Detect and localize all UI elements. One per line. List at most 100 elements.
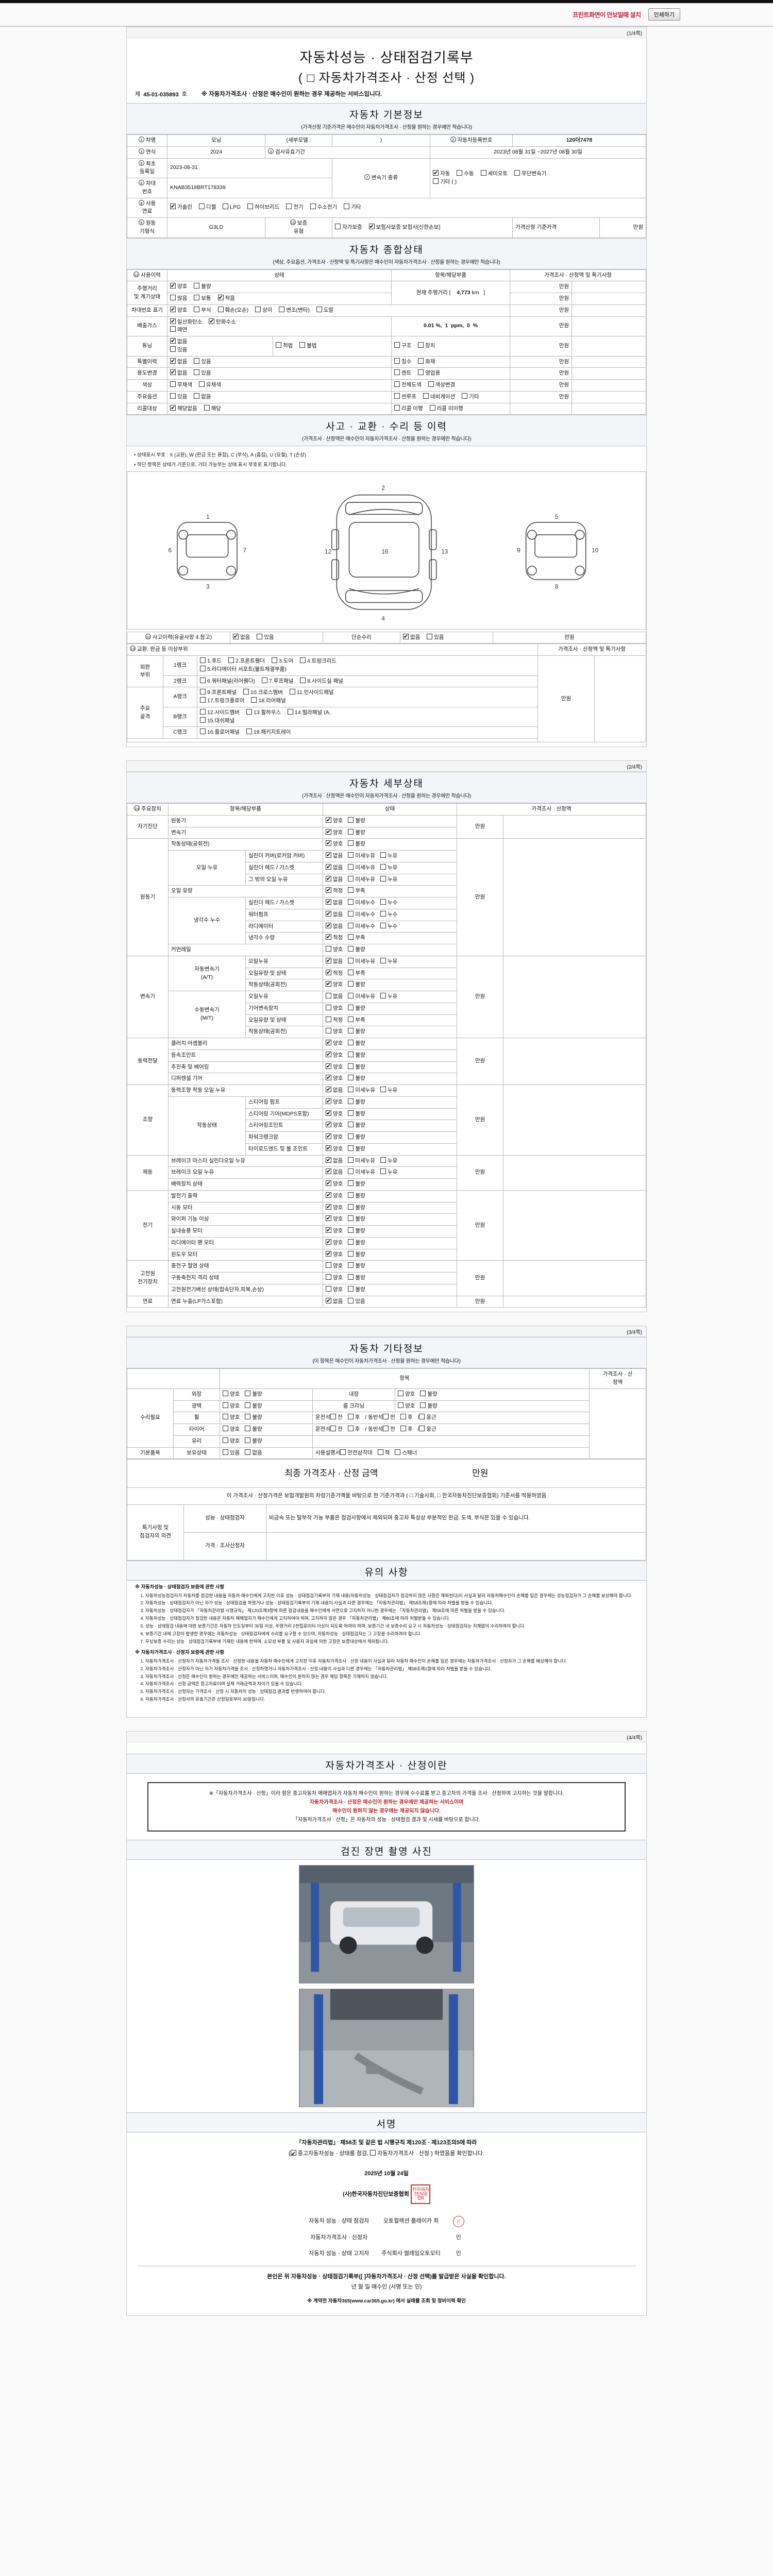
steergear-bad[interactable]: 불량 [348, 1110, 365, 1118]
tuning-structure[interactable]: 구조 [394, 342, 411, 350]
rank1-trunk-lid[interactable]: 4.트렁크리드 [299, 657, 337, 666]
tire-pa-r[interactable]: 후 [400, 1426, 413, 1434]
steergear-good[interactable]: 양호 [326, 1109, 343, 1118]
clutch-bad[interactable]: 불량 [348, 1040, 365, 1048]
booster-good[interactable]: 양호 [326, 1179, 343, 1189]
option-sunroof[interactable]: 썬루프 [394, 393, 416, 401]
idle-bad[interactable]: 불량 [348, 840, 365, 849]
fuelleak-exists[interactable]: 있음 [348, 1297, 365, 1306]
ps-minor[interactable]: 미세누유 [348, 1087, 375, 1095]
fuel-opt-hydrogen[interactable]: 수소전기 [310, 204, 337, 212]
fuel-opt-lpg[interactable]: LPG [223, 204, 241, 212]
recall-not-done[interactable]: 리콜 미이행 [429, 404, 463, 413]
trans-opt-semiauto[interactable]: 세미오토 [480, 170, 508, 178]
coolantlevel-low[interactable]: 부족 [348, 934, 365, 942]
trans-opt-other[interactable]: 기타 ( ) [433, 178, 457, 187]
alt-bad[interactable]: 불량 [348, 1192, 365, 1200]
option-navi[interactable]: 네비게이션 [423, 393, 455, 401]
tuning-illegal-opt[interactable]: 불법 [299, 342, 317, 350]
vin-erased[interactable]: 도말 [316, 306, 333, 315]
commonrail-good[interactable]: 양호 [326, 946, 343, 954]
vin-different[interactable]: 상이 [255, 306, 272, 315]
mt-leak-leak[interactable]: 누유 [380, 993, 397, 1001]
rocker-minor[interactable]: 미세누유 [348, 852, 375, 860]
mt-level-ok[interactable]: 적정 [326, 1016, 343, 1025]
wheel-good[interactable]: 양호 [223, 1414, 240, 1422]
diff-bad[interactable]: 불량 [348, 1075, 365, 1083]
wheel-dr-r[interactable]: 후 [347, 1414, 360, 1422]
steerpump-good[interactable]: 양호 [326, 1097, 343, 1107]
wheel-bad[interactable]: 불량 [245, 1414, 262, 1422]
vin-damage[interactable]: 훼손(오손) [217, 306, 248, 315]
radiator-minor[interactable]: 미세누수 [348, 922, 375, 931]
window-good[interactable]: 양호 [326, 1250, 343, 1259]
rankA-crossmember[interactable]: 10.크로스멤버 [243, 689, 283, 697]
emission-hc[interactable]: 탄화수소 [209, 317, 236, 327]
color-changed[interactable]: 색상변경 [428, 381, 455, 389]
oillevel-low[interactable]: 부족 [348, 887, 365, 895]
tuning-none[interactable]: 없음 [170, 337, 187, 346]
at-idle-good[interactable]: 양호 [326, 980, 343, 989]
accident-exists[interactable]: 있음 [257, 633, 274, 642]
rankC-floor[interactable]: 16.플로어패널 [200, 728, 240, 737]
option-exists[interactable]: 있음 [170, 393, 187, 401]
mt-gear-good[interactable]: 양호 [326, 1004, 343, 1013]
rank1-door[interactable]: 3.도어 [271, 657, 293, 666]
commonrail-bad[interactable]: 불량 [348, 946, 365, 954]
fan-bad[interactable]: 불량 [348, 1239, 365, 1247]
blower-good[interactable]: 양호 [326, 1226, 343, 1235]
clean-good[interactable]: 양호 [398, 1402, 415, 1411]
hvwire-bad[interactable]: 불량 [348, 1285, 365, 1294]
ps-none[interactable]: 없음 [326, 1086, 343, 1095]
tire-good[interactable]: 양호 [223, 1426, 240, 1434]
brakeoil-leak[interactable]: 누유 [380, 1168, 397, 1177]
brakeoil-minor[interactable]: 미세누유 [348, 1168, 375, 1177]
fuel-opt-ev[interactable]: 전기 [286, 204, 304, 212]
trans-opt-auto[interactable]: 자동 [433, 169, 450, 178]
accident-none[interactable]: 없음 [233, 633, 250, 642]
color-achromatic[interactable]: 무채색 [170, 381, 192, 389]
starter-bad[interactable]: 불량 [348, 1204, 365, 1212]
rankB-pillar[interactable]: 14.필라패널 (A, [288, 708, 331, 717]
pump-minor[interactable]: 미세누수 [348, 910, 375, 919]
trans-opt-cvt[interactable]: 무단변속기 [514, 170, 546, 178]
special-exists[interactable]: 있음 [194, 358, 211, 366]
otheroil-none[interactable]: 없음 [326, 875, 343, 884]
booster-bad[interactable]: 불량 [348, 1180, 365, 1189]
vin-corrosion[interactable]: 부식 [194, 306, 211, 315]
wheel-pa-r[interactable]: 후 [400, 1414, 413, 1422]
rank1-hood[interactable]: 1.후드 [200, 657, 222, 666]
starter-good[interactable]: 양호 [326, 1203, 343, 1212]
simple-none[interactable]: 없음 [403, 633, 420, 642]
prop-good[interactable]: 양호 [326, 1062, 343, 1072]
recall-na[interactable]: 해당없음 [170, 404, 197, 413]
at-leak-minor[interactable]: 미세누유 [348, 957, 375, 966]
tierod-bad[interactable]: 불량 [348, 1145, 365, 1154]
cv-bad[interactable]: 불량 [348, 1051, 365, 1060]
coolantlevel-ok[interactable]: 적정 [326, 933, 343, 942]
poss-yes[interactable]: 있음 [223, 1449, 240, 1458]
item-jack[interactable]: 잭 [377, 1449, 390, 1458]
hvwire-good[interactable]: 양호 [326, 1285, 343, 1294]
oillevel-ok[interactable]: 적정 [326, 886, 343, 895]
engine-good[interactable]: 양호 [326, 816, 343, 825]
fuel-opt-hybrid[interactable]: 하이브리드 [247, 204, 279, 212]
steerjoint-good[interactable]: 양호 [326, 1121, 343, 1130]
alt-good[interactable]: 양호 [326, 1191, 343, 1200]
clutch-good[interactable]: 양호 [326, 1039, 343, 1048]
rank1-front-fender[interactable]: 2.프론트휀더 [228, 657, 265, 666]
otheroil-minor[interactable]: 미세누유 [348, 875, 375, 884]
recall-done[interactable]: 리콜 이행 [394, 404, 423, 413]
mileage-many[interactable]: 많음 [170, 295, 187, 303]
pol-good[interactable]: 양호 [223, 1402, 240, 1411]
rank1-radiator-support[interactable]: 5.라디에이터 서포트(볼트체결부품) [200, 665, 287, 674]
fuel-opt-other[interactable]: 기타 [344, 204, 361, 212]
head-none[interactable]: 없음 [326, 863, 343, 872]
tuning-device[interactable]: 장치 [418, 342, 435, 350]
glass-good[interactable]: 양호 [223, 1437, 240, 1446]
color-full-paint[interactable]: 전체도색 [394, 381, 422, 389]
fuel-opt-gasoline[interactable]: 가솔린 [170, 202, 192, 212]
wiper-good[interactable]: 양호 [326, 1214, 343, 1224]
rocker-none[interactable]: 없음 [326, 851, 343, 860]
at-level-ok[interactable]: 적정 [326, 969, 343, 978]
